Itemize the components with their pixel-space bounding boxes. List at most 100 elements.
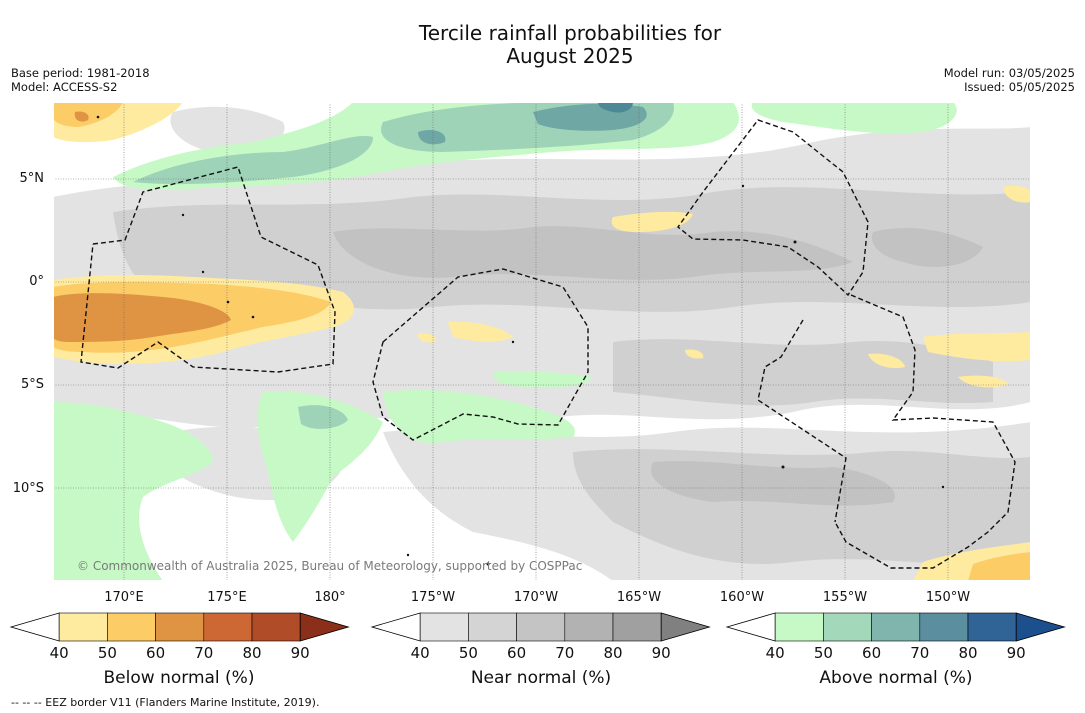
eez-border-east-mid xyxy=(757,319,847,523)
lon-label-170w: 170°W xyxy=(513,590,559,605)
below-normal-colorbar xyxy=(9,612,350,642)
below-normal-tick-label: 70 xyxy=(194,644,214,662)
island xyxy=(96,115,100,119)
below-normal-colorbar-segment xyxy=(155,612,205,642)
lon-label-165w: 165°W xyxy=(616,590,662,605)
above-normal-colorbar-segment xyxy=(774,612,824,642)
above-normal-region-north-70 xyxy=(598,102,633,113)
above-normal-colorbar-segment xyxy=(871,612,921,642)
lat-label-5s: 5°S xyxy=(20,377,44,392)
island xyxy=(201,270,205,274)
near-normal-title: Near normal (%) xyxy=(470,668,612,688)
below-normal-colorbar-segment xyxy=(251,612,301,642)
near-normal-colorbar-segment xyxy=(468,612,517,642)
base-period: Base period: 1981-2018 xyxy=(11,66,150,80)
near-normal-region-60-b xyxy=(872,227,983,267)
below-normal-tick-label: 40 xyxy=(49,644,69,662)
above-normal-region-south-mid xyxy=(257,391,383,542)
eez-border-east-north xyxy=(677,119,869,297)
meta-left: Base period: 1981-2018 Model: ACCESS-S2 xyxy=(11,66,150,94)
lat-label-5n: 5°N xyxy=(19,171,45,186)
probability-map xyxy=(53,102,1031,581)
graticule xyxy=(53,102,1031,581)
above-normal-colorbar-segment xyxy=(919,612,969,642)
near-normal-tick-label: 40 xyxy=(410,644,430,662)
below-normal-tick-label: 90 xyxy=(290,644,310,662)
above-normal-tick-label: 90 xyxy=(1006,644,1026,662)
island xyxy=(226,300,230,304)
below-normal-top-left-60 xyxy=(74,111,89,122)
lon-label-170e: 170°E xyxy=(104,590,144,605)
near-normal-colorbar-high-extend xyxy=(660,612,711,642)
eez-border-east-south xyxy=(834,294,1016,569)
above-normal-title: Above normal (%) xyxy=(819,668,973,688)
near-normal-colorbar-segment xyxy=(516,612,566,642)
island xyxy=(486,562,490,566)
near-normal-colorbar-segment xyxy=(419,612,469,642)
below-normal-title: Below normal (%) xyxy=(103,668,255,688)
above-normal-colorbar-high-extend xyxy=(1015,612,1066,642)
island xyxy=(181,213,185,217)
below-normal-patch-c xyxy=(923,332,1031,362)
below-normal-colorbar-segment xyxy=(203,612,253,642)
near-normal-tick-label: 60 xyxy=(507,644,527,662)
near-normal-tick-label: 90 xyxy=(651,644,671,662)
island xyxy=(941,485,945,489)
eez-borders xyxy=(80,119,1016,569)
map-frame xyxy=(53,102,1031,581)
near-normal-colorbar xyxy=(370,612,711,642)
below-normal-patch-g xyxy=(417,333,436,343)
above-normal-tick-label: 80 xyxy=(958,644,978,662)
above-normal-region-south-center xyxy=(383,390,575,443)
above-normal-colorbar-segment xyxy=(967,612,1017,642)
island xyxy=(251,315,255,319)
below-normal-region-60-west xyxy=(53,293,231,342)
lon-label-180: 180° xyxy=(314,590,346,605)
issued-date: Issued: 05/05/2025 xyxy=(964,80,1075,94)
below-normal-patch-b xyxy=(448,321,513,342)
lat-label-eq: 0° xyxy=(29,274,44,289)
island xyxy=(741,184,745,188)
below-normal-patch-f xyxy=(1003,185,1031,203)
title-line-2: August 2025 xyxy=(506,44,634,68)
island xyxy=(406,553,410,557)
near-normal-colorbar-segment xyxy=(564,612,614,642)
title-line-1: Tercile rainfall probabilities for xyxy=(418,21,722,45)
above-normal-colorbar xyxy=(725,612,1066,642)
above-normal-region-north-40-right xyxy=(751,102,957,134)
below-normal-top-left-50 xyxy=(53,102,123,127)
below-normal-tick-label: 80 xyxy=(242,644,262,662)
eez-footnote: -- -- -- EEZ border V11 (Flanders Marine… xyxy=(11,696,320,709)
below-normal-patch-h xyxy=(685,349,704,359)
above-normal-tick-label: 60 xyxy=(862,644,882,662)
lon-label-155w: 155°W xyxy=(822,590,868,605)
island xyxy=(781,465,785,469)
above-normal-colorbar-segment xyxy=(823,612,872,642)
above-normal-region-south-west xyxy=(53,402,213,581)
near-normal-tick-label: 50 xyxy=(458,644,478,662)
colorbars-svg xyxy=(9,612,1066,642)
above-normal-region-north-50 xyxy=(133,135,373,185)
map-svg xyxy=(53,102,1031,581)
below-normal-south-east-50 xyxy=(968,552,1031,581)
below-normal-colorbar-segment xyxy=(107,612,156,642)
below-normal-patch-a xyxy=(611,211,693,232)
below-normal-tick-label: 50 xyxy=(97,644,117,662)
above-normal-region-ne-strip xyxy=(493,371,593,388)
below-normal-colorbar-high-extend xyxy=(299,612,350,642)
lon-label-175w: 175°W xyxy=(410,590,456,605)
copyright-notice: © Commonwealth of Australia 2025, Bureau… xyxy=(77,559,583,573)
above-normal-region-north-60-b xyxy=(418,130,446,145)
above-normal-colorbar-low-extend xyxy=(725,612,776,642)
above-normal-tick-label: 70 xyxy=(910,644,930,662)
above-normal-tick-label: 50 xyxy=(813,644,833,662)
near-normal-tick-label: 70 xyxy=(555,644,575,662)
lon-label-160w: 160°W xyxy=(719,590,765,605)
below-normal-colorbar-low-extend xyxy=(9,612,60,642)
lat-label-10s: 10°S xyxy=(12,481,44,496)
chart-title: Tercile rainfall probabilities for Augus… xyxy=(0,22,1085,68)
near-normal-tick-label: 80 xyxy=(603,644,623,662)
model-run: Model run: 03/05/2025 xyxy=(943,66,1075,80)
eez-border-west xyxy=(80,166,336,373)
near-normal-colorbar-low-extend xyxy=(370,612,421,642)
